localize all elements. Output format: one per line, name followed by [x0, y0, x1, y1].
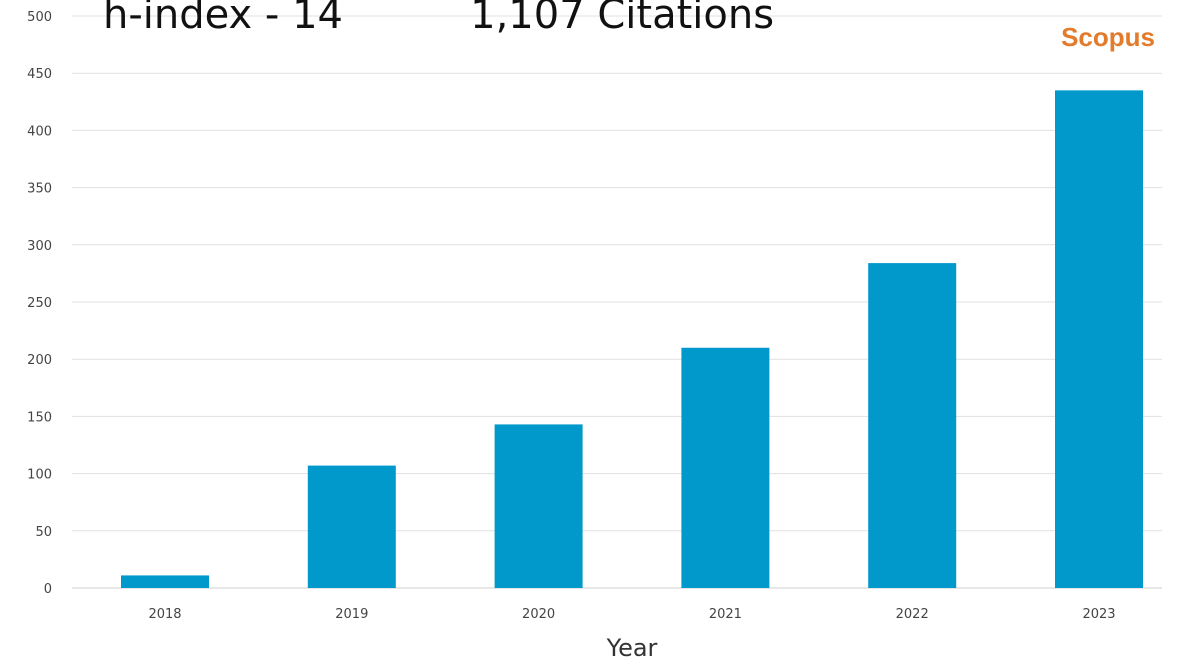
bar-2018	[121, 575, 209, 588]
y-tick-label: 400	[27, 124, 52, 139]
y-tick-label: 0	[44, 582, 52, 597]
y-tick-label: 200	[27, 353, 52, 368]
y-axis-ticks: 0 50 100 150 200 250 300 350 400 450 500	[27, 10, 52, 597]
bars	[121, 90, 1143, 589]
x-axis-ticks: 2018 2019 2020 2021 2022 2023	[148, 607, 1115, 622]
y-tick-label: 500	[27, 10, 52, 25]
y-tick-label: 350	[27, 182, 52, 197]
y-tick-label: 250	[27, 296, 52, 311]
x-tick-label: 2021	[709, 607, 742, 622]
y-tick-label: 100	[27, 468, 52, 483]
x-tick-label: 2019	[335, 607, 368, 622]
y-tick-label: 150	[27, 410, 52, 425]
bar-2019	[307, 465, 396, 588]
bar-2023	[1055, 90, 1143, 589]
x-tick-label: 2023	[1082, 607, 1115, 622]
y-tick-label: 50	[35, 525, 52, 540]
bar-2022	[868, 263, 957, 588]
gridlines	[72, 15, 1162, 589]
x-tick-label: 2022	[896, 607, 929, 622]
x-tick-label: 2018	[148, 607, 181, 622]
bar-2021	[681, 347, 770, 588]
y-tick-label: 300	[27, 239, 52, 254]
scopus-logo: Scopus	[1061, 22, 1155, 52]
x-tick-label: 2020	[522, 607, 555, 622]
y-tick-label: 450	[27, 67, 52, 82]
chart-title: h-index - 14 1,107 Citations	[103, 0, 774, 38]
x-axis-title: Year	[606, 634, 658, 662]
bar-2020	[494, 424, 583, 588]
